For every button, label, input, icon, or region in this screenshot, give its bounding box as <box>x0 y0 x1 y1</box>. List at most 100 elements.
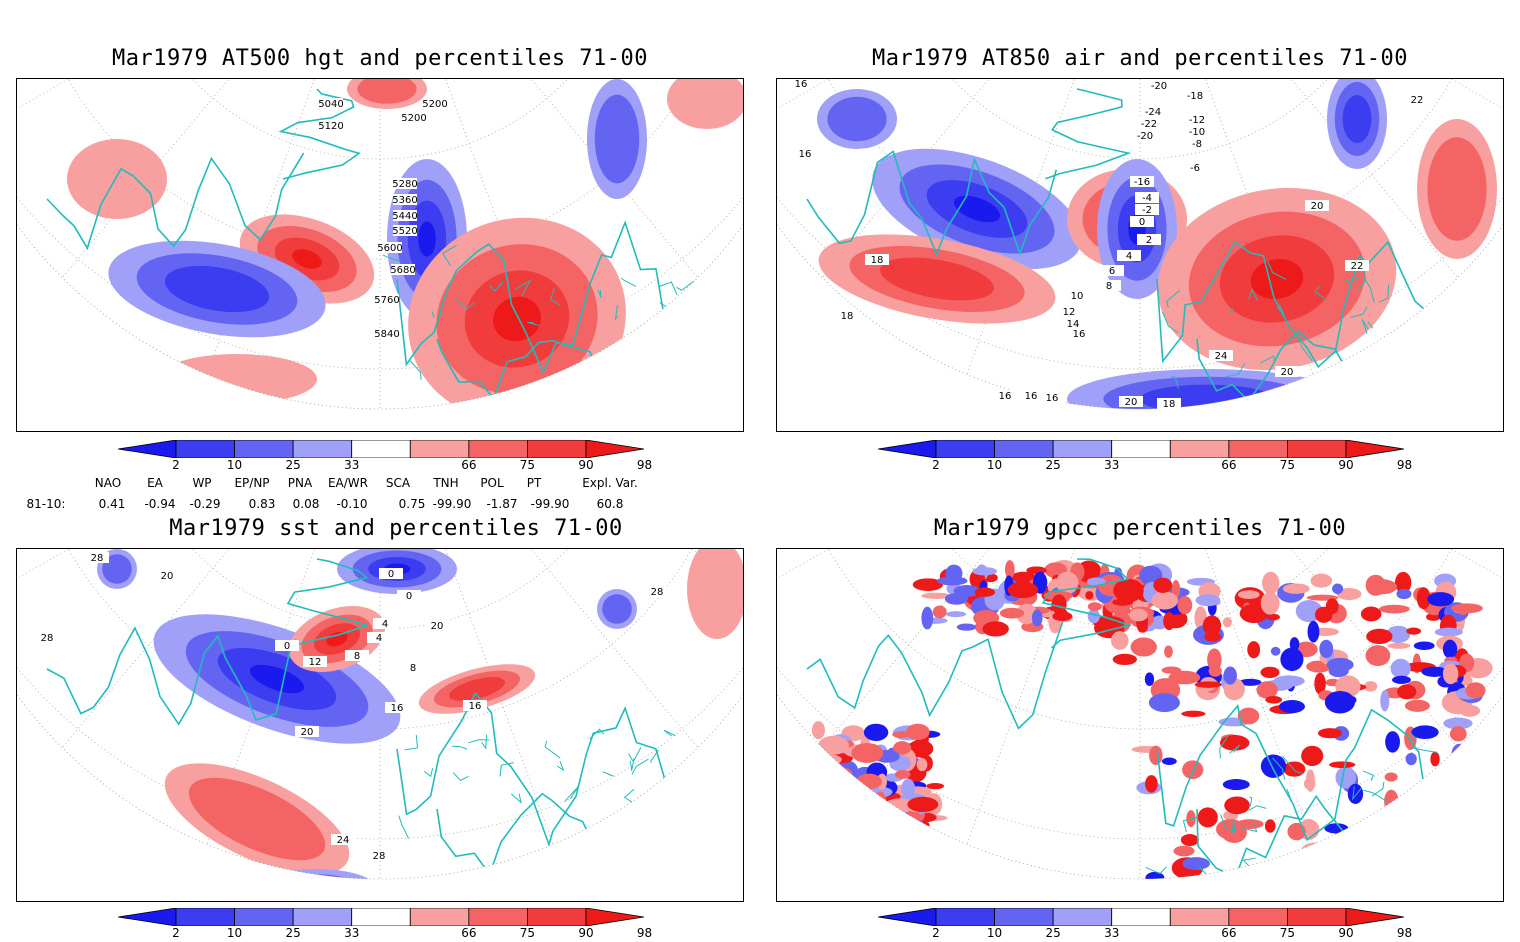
contour-label: 24 <box>337 835 350 846</box>
precip-positive <box>1202 615 1222 636</box>
contour-label-bg <box>1119 396 1143 407</box>
contour-label: 5840 <box>374 329 399 340</box>
contour-label: 16 <box>1025 391 1038 402</box>
contour-label: 16 <box>391 703 404 714</box>
contour-label: 5680 <box>390 265 415 276</box>
precip-positive <box>1112 653 1137 665</box>
contour-label-bg <box>1065 290 1089 301</box>
precip-negative <box>1390 658 1411 679</box>
contour-label-bg <box>393 178 417 189</box>
precip-positive <box>1282 583 1310 594</box>
precip-positive <box>1265 695 1283 704</box>
contour-label-bg <box>1133 130 1157 141</box>
contour-label: 5120 <box>318 121 343 132</box>
precip-positive <box>1222 617 1232 628</box>
colorbar-tick-label: 10 <box>986 926 1003 940</box>
contour-label: 28 <box>91 553 104 564</box>
colorbar-tick-label: 33 <box>344 926 360 940</box>
precip-positive <box>1465 682 1486 699</box>
contour-label-bg <box>1137 118 1161 129</box>
contour-label: 28 <box>373 851 386 862</box>
contour-label: 6 <box>1109 266 1115 277</box>
precip-positive <box>1224 796 1250 815</box>
contour-label: 0 <box>406 591 412 602</box>
precip-negative <box>901 778 916 799</box>
precip-positive <box>1173 845 1195 857</box>
colorbar-swatch <box>994 439 1054 459</box>
precip-positive <box>1384 772 1398 782</box>
map-gpcc <box>776 548 1504 902</box>
contour-label: 0 <box>284 641 290 652</box>
precip-negative <box>1289 637 1300 652</box>
precip-positive <box>982 621 1009 637</box>
contour-label: -12 <box>1189 115 1205 126</box>
contour-label-bg <box>1275 366 1299 377</box>
contour-label-bg <box>85 552 109 563</box>
precip-positive <box>1204 632 1222 642</box>
colorbar-tick-label: 90 <box>578 926 594 940</box>
contour-label: 16 <box>999 391 1012 402</box>
colorbar-tick-label: 10 <box>226 458 243 472</box>
contour-label: 8 <box>354 651 360 662</box>
precip-negative <box>937 576 968 586</box>
panel-title-air850: Mar1979 AT850 air and percentiles 71-00 <box>871 46 1409 71</box>
colorbar-swatch <box>1052 439 1113 459</box>
precip-positive <box>1163 612 1175 631</box>
colorbar-swatch <box>527 907 587 927</box>
precip-positive <box>1262 571 1280 595</box>
precip-positive <box>1161 666 1182 674</box>
precip-negative <box>1280 647 1304 672</box>
precip-positive <box>1449 726 1467 742</box>
precip-positive <box>1129 608 1148 622</box>
precip-positive <box>1085 591 1094 600</box>
colorbar-tick-label: 33 <box>1104 926 1120 940</box>
index-header: EP/NP <box>234 476 270 490</box>
contour-label: 12 <box>1063 307 1076 318</box>
contour-label: 5760 <box>374 295 399 306</box>
precip-negative <box>1087 608 1100 624</box>
contour-label: 16 <box>1073 329 1086 340</box>
colorbar-swatch <box>351 907 411 927</box>
contour-label: 20 <box>1311 201 1324 212</box>
contour-label-bg <box>1345 260 1369 271</box>
contour-label: 5440 <box>392 211 417 222</box>
contour-label: 20 <box>1281 367 1294 378</box>
precip-positive <box>894 770 911 779</box>
precip-positive <box>1314 606 1333 623</box>
precip-positive <box>1264 819 1276 833</box>
precip-positive <box>1406 627 1422 635</box>
precip-positive <box>1378 604 1410 614</box>
precip-positive <box>1360 606 1382 622</box>
contour-label-bg <box>393 225 417 236</box>
projection-mask <box>777 79 1503 431</box>
precip-positive <box>906 723 930 740</box>
precip-negative <box>1385 731 1400 753</box>
precip-negative <box>863 723 889 741</box>
contour-label-bg <box>789 79 813 89</box>
precip-positive <box>1451 603 1483 614</box>
contour-label-bg <box>319 98 343 109</box>
colorbar-tick-label: 2 <box>172 926 180 940</box>
precip-positive <box>1153 577 1173 593</box>
panel-title-sst: Mar1979 sst and percentiles 71-00 <box>169 516 623 541</box>
indices-row-label: 81-10: <box>26 497 66 511</box>
projection-mask <box>777 549 1503 901</box>
precip-positive <box>1303 778 1316 790</box>
colorbar-arrow-high <box>585 907 645 927</box>
contour-label-bg <box>275 640 299 651</box>
colorbar-tick-label: 33 <box>344 458 360 472</box>
precip-positive <box>1394 571 1412 594</box>
contour-label: 20 <box>431 621 444 632</box>
colorbar-bottom-right: 2 10 25 33 66 75 90 98 <box>877 907 1412 942</box>
contour-label: 0 <box>388 569 394 580</box>
colorbar-top-left: 2 10 25 33 66 75 90 98 <box>117 439 652 474</box>
index-header: PT <box>526 476 542 490</box>
colorbar-swatch <box>292 439 353 459</box>
precip-negative <box>1386 625 1411 644</box>
colorbar-tick-label: 90 <box>578 458 594 472</box>
precip-positive <box>1363 681 1378 692</box>
colorbar-tick-label: 25 <box>285 926 301 940</box>
contour-label: 16 <box>1046 393 1059 404</box>
index-value: 0.83 <box>248 497 276 511</box>
precip-positive <box>932 605 947 619</box>
